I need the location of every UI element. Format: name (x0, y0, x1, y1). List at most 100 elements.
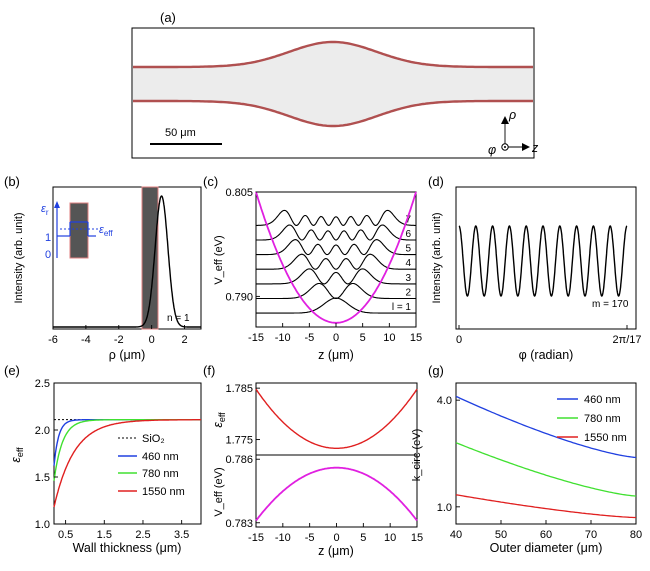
panel-e-frame (53, 382, 202, 525)
panel-b-xtick-label: -4 (81, 334, 91, 346)
panel-d-xticks: 0 2π/17 (456, 325, 642, 346)
panel-c-ytick-label: 0.805 (225, 187, 253, 199)
panel-e-xtick-label: 1.5 (97, 529, 112, 541)
panel-e-legend: SiO₂ 460 nm 780 nm 1550 nm (118, 433, 185, 498)
panel-g-series (455, 395, 637, 519)
panel-f-ticks: -15 -10 -5 0 5 10 15 1.775 1.785 0.783 0.786 (225, 383, 423, 544)
panel-f-bottom-ytick-label: 0.786 (225, 454, 253, 466)
panel-g-ylabel: k_circ (eV) (411, 429, 423, 482)
panel-f-bottom-ytick-label: 0.783 (225, 518, 253, 530)
mode-profile (256, 268, 416, 285)
scalebar-label: 50 μm (165, 127, 196, 139)
panel-b-xtick-label: -2 (114, 334, 124, 346)
panel-e-xtick-label: 2.5 (135, 529, 150, 541)
legend-label: SiO₂ (142, 433, 165, 445)
panel-b-xtick-label: 0 (149, 334, 155, 346)
inset-tick-0: 0 (45, 249, 51, 261)
z-label: z (531, 141, 539, 155)
panel-c-ytick-label: 0.790 (225, 291, 253, 303)
potential-curve (255, 191, 417, 324)
inset-tick-1: 1 (45, 232, 51, 244)
panel-c-xlabel: z (μm) (318, 348, 354, 362)
mode-label: 6 (405, 229, 411, 240)
panel-f-bottom-frame (255, 454, 418, 528)
mode-label: l = 1 (392, 302, 412, 313)
panel-f-xtick-label: -5 (305, 532, 315, 544)
phi-dot (504, 146, 506, 148)
panel-e-ytick-label: 2.5 (35, 378, 50, 390)
panel-g-ytick-label: 4.0 (437, 395, 452, 407)
mode-label: 4 (405, 258, 411, 269)
mode-profiles: l = 1 2 3 4 5 6 7 (256, 209, 416, 314)
panel-e: SiO₂ 460 nm 780 nm 1550 nm 0.5 1.5 2.5 3.5 1.0 1… (9, 378, 202, 555)
panel-g-xlabel: Outer diameter (μm) (490, 541, 603, 555)
resonator-top-wall (133, 40, 533, 69)
inset-arrowhead (54, 201, 60, 208)
panel-f-xtick-label: 15 (411, 532, 423, 544)
kcirc-series (455, 442, 637, 497)
z-arrowhead (522, 143, 530, 151)
inset-eps-eff-label: εeff (99, 224, 113, 238)
panel-c-label: (c) (203, 174, 218, 189)
panel-f-label: (f) (203, 363, 215, 378)
wall-region (141, 186, 159, 330)
panel-d-annotation: m = 170 (592, 299, 629, 310)
kcirc-series (455, 494, 636, 519)
panel-e-ticks: 0.5 1.5 2.5 3.5 1.0 1.5 2.0 2.5 (35, 378, 190, 541)
panel-f-xtick-label: -15 (248, 532, 264, 544)
mode-profile (256, 209, 416, 226)
resonator-bottom-wall (133, 99, 533, 128)
panel-d-xtick-label: 0 (456, 334, 462, 346)
panel-f-top-ytick-label: 1.775 (225, 435, 253, 447)
panel-d-xlabel: φ (radian) (519, 348, 574, 362)
panel-d: m = 170 0 2π/17 φ (radian) Intensity (arb… (431, 186, 642, 362)
panel-e-xtick-label: 3.5 (174, 529, 189, 541)
mode-profile (256, 253, 416, 270)
panel-b-frame (52, 186, 202, 330)
panel-c-xtick-label: -15 (248, 332, 264, 344)
panel-d-xtick-label: 2π/17 (613, 334, 642, 346)
panel-e-xlabel: Wall thickness (μm) (73, 541, 182, 555)
eps-eff-series (53, 419, 201, 508)
legend-label: 460 nm (142, 451, 179, 463)
mode-label: 2 (405, 287, 411, 298)
inset: εr εeff 1 0 (41, 201, 113, 261)
panel-b-xtick-label: -6 (48, 334, 58, 346)
mode-label: 7 (405, 214, 411, 225)
panel-g-ticks: 40 50 60 70 80 1.0 4.0 (437, 395, 642, 541)
radial-intensity-curve (53, 195, 201, 328)
eps-eff-z-curve (255, 388, 418, 449)
mode-profile (256, 239, 416, 256)
panel-f-top-ytick-label: 1.785 (225, 383, 253, 395)
panel-f-xtick-label: 10 (384, 532, 396, 544)
panel-d-ylabel: Intensity (arb. unit) (431, 212, 443, 303)
rho-arrowhead (501, 116, 509, 124)
panel-c-xtick-label: 10 (383, 332, 395, 344)
axis-triad: ρ z φ (488, 108, 539, 157)
mode-profile (256, 282, 416, 300)
panel-g-ytick-label: 1.0 (437, 502, 452, 514)
resonator-interior (133, 42, 533, 126)
legend-label: 780 nm (142, 468, 179, 480)
panel-g-xtick-label: 70 (585, 529, 597, 541)
panel-e-label: (e) (4, 363, 20, 378)
panel-g-label: (g) (428, 363, 444, 378)
panel-g-xtick-label: 80 (630, 529, 642, 541)
inset-wall (69, 202, 89, 259)
panel-f-xtick-label: -10 (275, 532, 291, 544)
panel-c-ylabel: V_eff (eV) (213, 235, 225, 284)
legend-label: 460 nm (584, 394, 621, 406)
panel-e-series (53, 419, 201, 508)
inset-eps-r-label: εr (41, 203, 49, 217)
phi-label: φ (488, 143, 496, 157)
panel-f-xlabel: z (μm) (318, 544, 354, 558)
panel-e-ytick-label: 2.0 (35, 425, 50, 437)
panel-b-label: (b) (4, 174, 20, 189)
legend-label: 1550 nm (584, 432, 627, 444)
panel-b-annotation: n = 1 (167, 313, 190, 324)
panel-c-ticks: -15 -10 -5 0 5 10 15 0.790 0.805 (225, 187, 422, 344)
panel-f-top-ylabel: εeff (211, 412, 227, 428)
panel-c-xtick-label: -5 (304, 332, 314, 344)
mode-label: 5 (405, 244, 411, 255)
panel-f-xtick-label: 0 (333, 532, 339, 544)
